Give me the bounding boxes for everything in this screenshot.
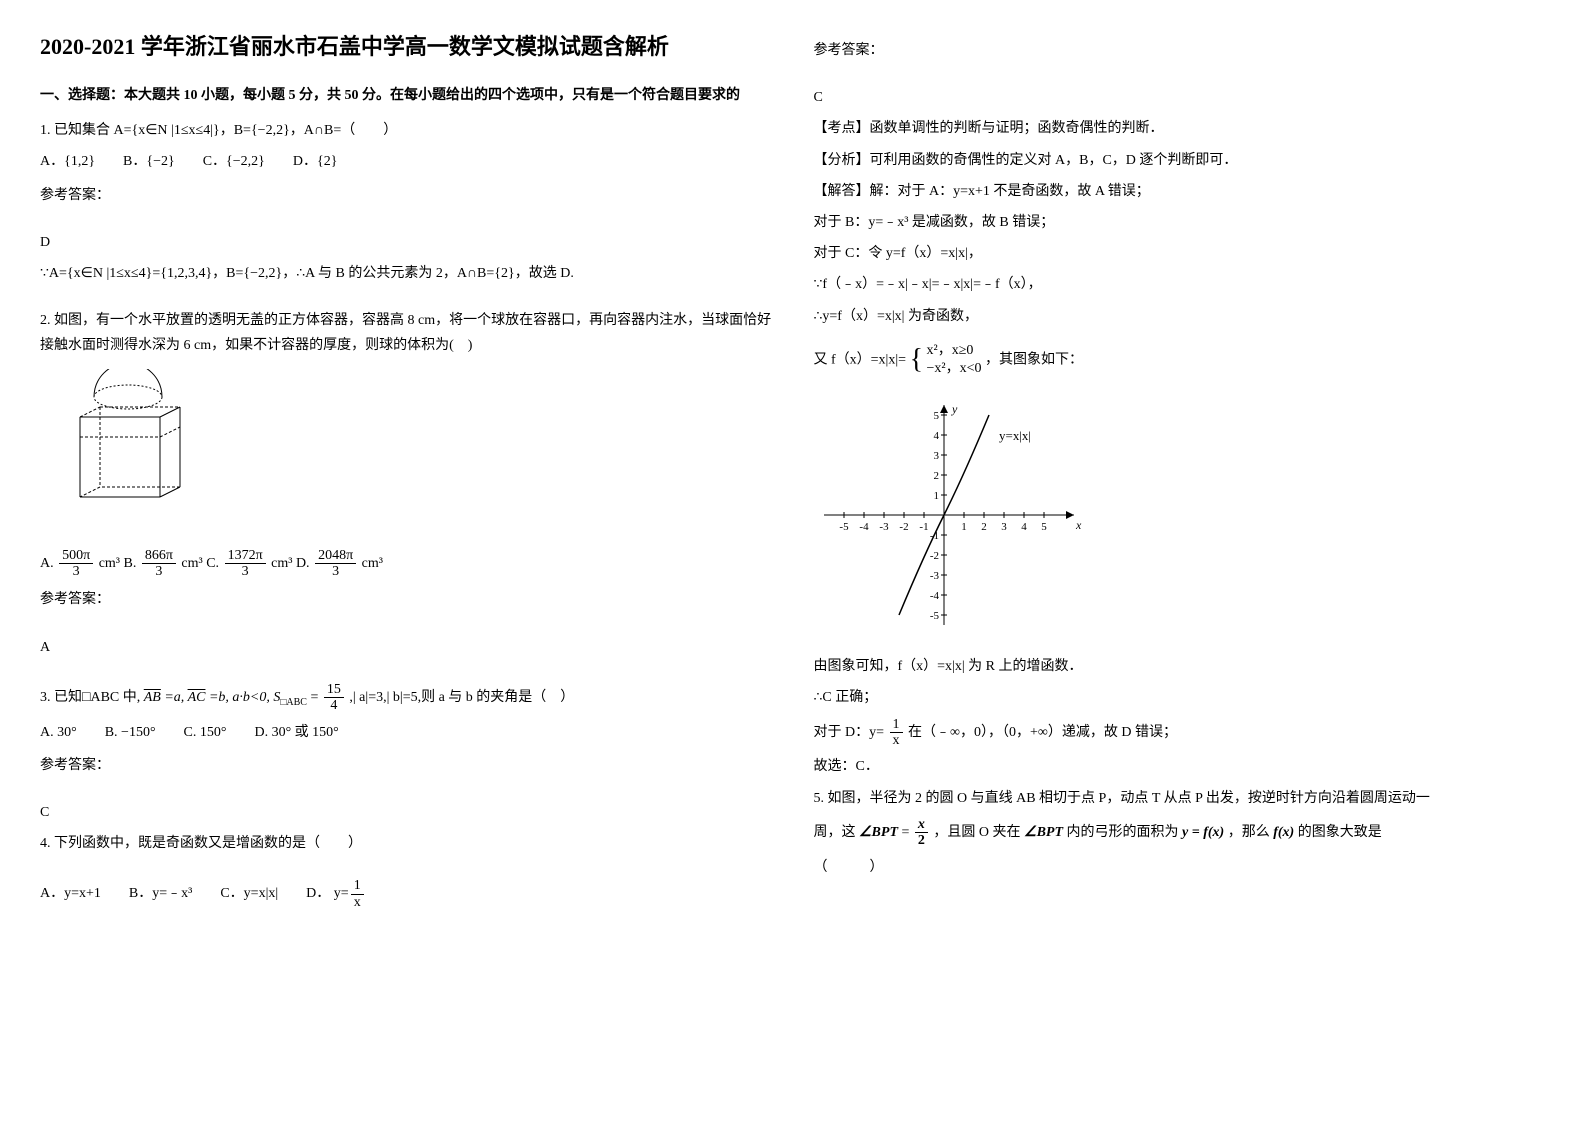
svg-text:-4: -4	[929, 590, 939, 602]
svg-text:5: 5	[1041, 521, 1047, 533]
svg-text:-1: -1	[919, 521, 928, 533]
q2-stem: 2. 如图，有一个水平放置的透明无盖的正方体容器，容器高 8 cm，将一个球放在…	[40, 308, 774, 358]
q1-answer-label: 参考答案：	[40, 183, 774, 208]
q3-stem: 3. 已知□ABC 中, AB =a, AC =b, a·b<0, S□ABC …	[40, 682, 774, 714]
q4-exp8: 又 f（x）=x|x|= { x²，x≥0 −x²，x<0 ，其图象如下：	[814, 335, 1548, 385]
q5-stem-p1: 5. 如图，半径为 2 的圆 O 与直线 AB 相切于点 P，动点 T 从点 P…	[814, 786, 1548, 811]
svg-text:3: 3	[1001, 521, 1007, 533]
q4-exp4: 对于 B：y=﹣x³ 是减函数，故 B 错误；	[814, 210, 1548, 235]
svg-text:-3: -3	[879, 521, 889, 533]
svg-text:2: 2	[933, 470, 939, 482]
svg-text:-5: -5	[929, 610, 939, 622]
svg-text:-2: -2	[899, 521, 908, 533]
svg-text:1: 1	[961, 521, 967, 533]
q4-exp5: 对于 C：令 y=f（x）=x|x|，	[814, 241, 1548, 266]
q4-stem: 4. 下列函数中，既是奇函数又是增函数的是（ ）	[40, 831, 774, 856]
q4-exp11: 对于 D：y= 1x 在（﹣∞，0），（0，+∞）递减，故 D 错误；	[814, 717, 1548, 749]
q3-options: A. 30° B. −150° C. 150° D. 30° 或 150°	[40, 720, 774, 745]
q4-exp9: 由图象可知，f（x）=x|x| 为 R 上的增函数．	[814, 654, 1548, 679]
q1-stem: 1. 已知集合 A={x∈N |1≤x≤4|}，B={−2,2}，A∩B=（ ）	[40, 118, 774, 143]
q2-figure	[60, 369, 774, 538]
q4-exp10: ∴C 正确；	[814, 685, 1548, 710]
svg-text:5: 5	[933, 410, 939, 422]
svg-text:4: 4	[933, 430, 939, 442]
q5-stem-p3: （ ）	[814, 855, 1548, 880]
q4-options: A．y=x+1 B．y=﹣x³ C．y=x|x| D． y=1x	[40, 878, 774, 910]
svg-text:-4: -4	[859, 521, 869, 533]
q3-answer-label: 参考答案：	[40, 753, 774, 778]
svg-text:2: 2	[981, 521, 987, 533]
svg-text:-5: -5	[839, 521, 849, 533]
q4-exp2: 【分析】可利用函数的奇偶性的定义对 A，B，C，D 逐个判断即可．	[814, 148, 1548, 173]
q4-exp6: ∵f（﹣x）=﹣x|﹣x|=﹣x|x|=﹣f（x），	[814, 272, 1548, 297]
q4-exp7: ∴y=f（x）=x|x| 为奇函数，	[814, 304, 1548, 329]
svg-text:4: 4	[1021, 521, 1027, 533]
svg-text:y: y	[951, 402, 958, 416]
page-title: 2020-2021 学年浙江省丽水市石盖中学高一数学文模拟试题含解析	[40, 30, 774, 63]
q4-graph: -5 -4 -3 -2 -1 1 2 3 4 5	[814, 395, 1548, 644]
q4-exp12: 故选：C．	[814, 754, 1548, 779]
q4-answer: C	[814, 85, 1548, 110]
q2-answer: A	[40, 635, 774, 660]
q1-options: A．{1,2} B．{−2} C．{−2,2} D．{2}	[40, 149, 774, 174]
svg-text:3: 3	[933, 450, 939, 462]
svg-text:-3: -3	[929, 570, 939, 582]
q5-stem-p2: 周，这 ∠BPT = x2 ，且圆 O 夹在 ∠BPT 内的弓形的面积为 y =…	[814, 817, 1548, 849]
q1-explanation: ∵A={x∈N |1≤x≤4}={1,2,3,4}，B={−2,2}，∴A 与 …	[40, 261, 774, 286]
svg-text:x: x	[1075, 518, 1082, 532]
q1-answer: D	[40, 230, 774, 255]
svg-text:y=x|x|: y=x|x|	[999, 428, 1031, 443]
q2-answer-label: 参考答案：	[40, 587, 774, 612]
q4-exp1: 【考点】函数单调性的判断与证明；函数奇偶性的判断．	[814, 116, 1548, 141]
q3-answer: C	[40, 800, 774, 825]
q4-answer-label: 参考答案：	[814, 38, 1548, 63]
svg-text:1: 1	[933, 490, 939, 502]
svg-text:-2: -2	[929, 550, 938, 562]
q2-options: A. 500π3 cm³ B. 866π3 cm³ C. 1372π3 cm³ …	[40, 548, 774, 580]
q4-exp3: 【解答】解：对于 A：y=x+1 不是奇函数，故 A 错误；	[814, 179, 1548, 204]
section1-heading: 一、选择题：本大题共 10 小题，每小题 5 分，共 50 分。在每小题给出的四…	[40, 83, 774, 108]
